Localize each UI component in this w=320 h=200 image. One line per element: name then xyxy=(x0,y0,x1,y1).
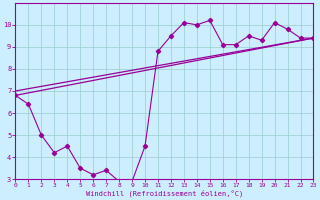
X-axis label: Windchill (Refroidissement éolien,°C): Windchill (Refroidissement éolien,°C) xyxy=(86,190,243,197)
